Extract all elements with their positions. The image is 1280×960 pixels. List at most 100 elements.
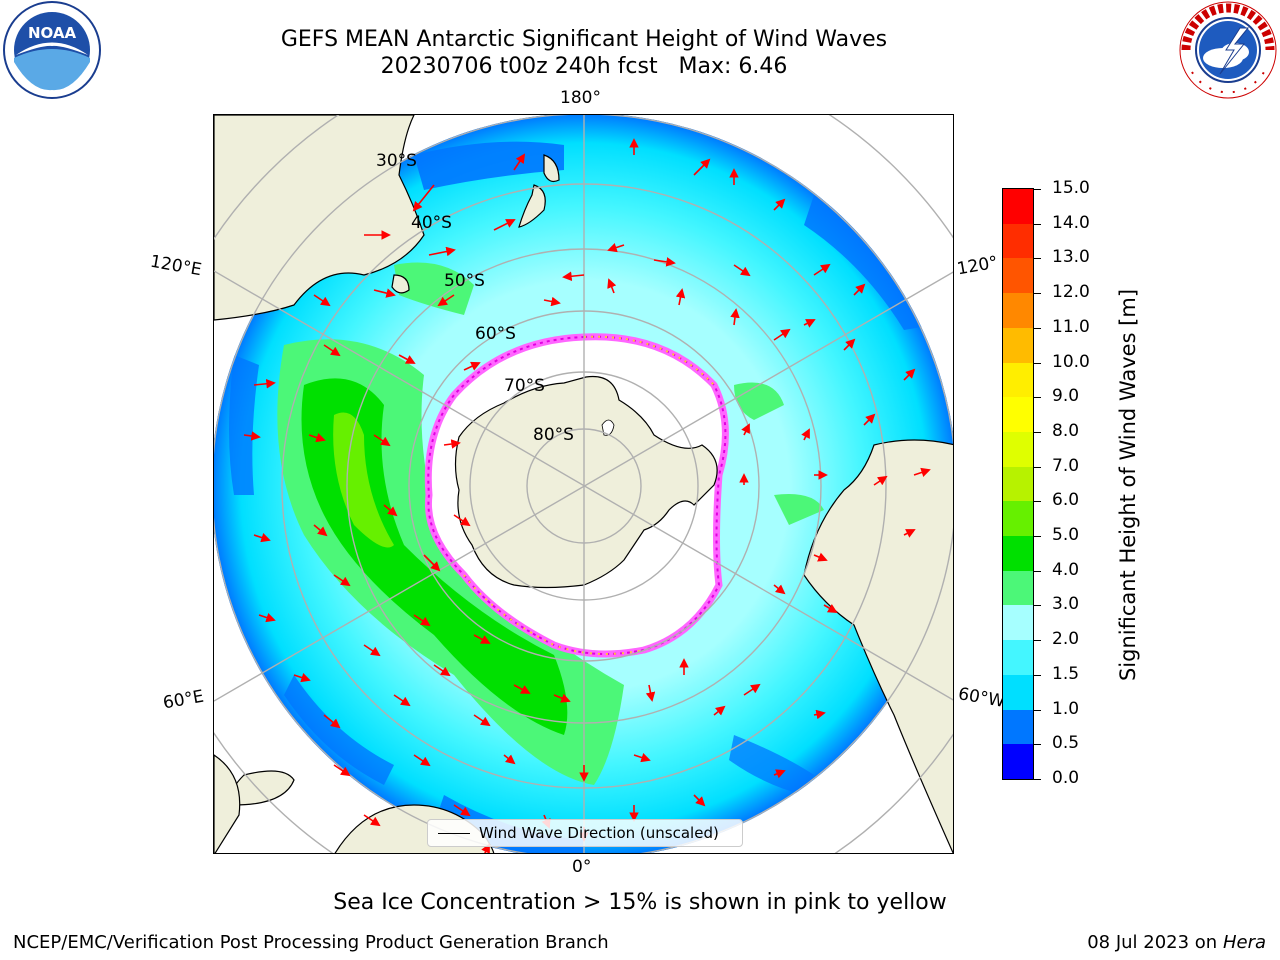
footer-date: 08 Jul 2023 on Hera — [1087, 932, 1266, 953]
wave-arrow — [743, 683, 761, 696]
colorbar-tick-label: 2.0 — [1052, 629, 1080, 650]
wave-arrow — [323, 344, 341, 357]
wave-arrow — [373, 434, 391, 447]
colorbar-segment — [1003, 257, 1033, 294]
colorbar-tick — [1034, 640, 1041, 642]
map-title: GEFS MEAN Antarctic Significant Height o… — [280, 27, 888, 52]
wave-arrow — [243, 431, 261, 441]
wave-arrow — [853, 283, 866, 296]
polar-map: Wind Wave Direction (unscaled) 30°S 40°S… — [213, 114, 954, 854]
colorbar-segment — [1003, 743, 1033, 779]
wave-arrow — [913, 467, 931, 477]
wave-arrow — [453, 514, 471, 527]
lon-label-60w: 60°W — [956, 684, 1007, 712]
colorbar-tick-label: 12.0 — [1052, 282, 1090, 303]
wave-arrow — [607, 278, 617, 294]
wave-arrow — [693, 158, 711, 176]
colorbar-tick-label: 0.0 — [1052, 768, 1080, 788]
wave-arrow — [903, 368, 916, 381]
wave-arrow — [473, 634, 491, 644]
colorbar-segment — [1003, 639, 1033, 675]
colorbar-segment — [1003, 188, 1033, 224]
colorbar-tick-label: 10.0 — [1052, 351, 1090, 372]
wave-arrow — [393, 694, 411, 707]
colorbar-segment — [1003, 709, 1033, 745]
colorbar-tick-label: 7.0 — [1052, 455, 1080, 476]
wave-arrow — [773, 769, 786, 779]
wave-arrow — [413, 614, 431, 627]
colorbar-tick-label: 4.0 — [1052, 559, 1080, 580]
colorbar-segment — [1003, 604, 1033, 641]
map-canvas — [214, 115, 953, 853]
wave-arrow — [412, 184, 435, 212]
colorbar-tick-label: 14.0 — [1052, 212, 1090, 233]
colorbar-tick — [1034, 536, 1041, 538]
wave-arrow — [253, 533, 271, 543]
colorbar — [1002, 188, 1034, 780]
colorbar-segment — [1003, 674, 1033, 710]
legend-line-sample — [438, 833, 470, 834]
noaa-logo-text: NOAA — [28, 24, 77, 42]
colorbar-segment — [1003, 535, 1033, 571]
lat-label-50s: 50°S — [444, 271, 485, 291]
wave-arrow — [733, 264, 751, 277]
wave-arrow — [323, 714, 341, 729]
wave-arrow — [843, 338, 856, 351]
lon-label-120e: 120°E — [148, 251, 204, 281]
wave-arrow — [903, 529, 916, 538]
sea-ice-note: Sea Ice Concentration > 15% is shown in … — [333, 890, 947, 915]
wave-arrow — [562, 271, 585, 282]
wave-arrow — [607, 243, 625, 253]
colorbar-segment — [1003, 466, 1033, 502]
wave-arrow — [873, 475, 888, 486]
footer-date-text: 08 Jul 2023 on — [1087, 932, 1223, 953]
lon-label-120w: 120° — [955, 252, 1000, 280]
colorbar-segment — [1003, 570, 1033, 606]
colorbar-tick — [1034, 397, 1041, 399]
wave-arrow — [543, 296, 561, 307]
wave-arrow — [428, 246, 456, 257]
wave-arrow — [553, 693, 571, 703]
wave-arrow — [773, 584, 786, 595]
wave-arrow — [813, 263, 831, 276]
map-legend: Wind Wave Direction (unscaled) — [427, 819, 743, 847]
colorbar-tick-label: 11.0 — [1052, 316, 1090, 337]
wave-arrow — [493, 219, 516, 231]
wave-arrow — [713, 705, 726, 716]
wave-arrow — [801, 428, 810, 441]
lat-label-40s: 40°S — [411, 213, 452, 233]
colorbar-tick-label: 1.5 — [1052, 663, 1080, 684]
wave-arrow — [437, 294, 455, 307]
legend-label: Wind Wave Direction (unscaled) — [479, 824, 719, 842]
wave-arrow — [313, 524, 328, 537]
wave-arrow — [333, 764, 351, 777]
colorbar-segment — [1003, 362, 1033, 398]
colorbar-tick — [1034, 501, 1041, 503]
colorbar-tick — [1034, 258, 1041, 260]
colorbar-tick — [1034, 466, 1041, 468]
lon-label-60e: 60°E — [161, 686, 206, 714]
wave-arrow — [693, 794, 706, 807]
wave-arrow — [308, 433, 326, 443]
colorbar-segment — [1003, 292, 1033, 328]
wave-arrow — [333, 574, 351, 587]
colorbar-tick — [1034, 431, 1041, 433]
wave-arrow — [823, 603, 838, 613]
nws-logo — [1179, 1, 1277, 99]
colorbar-title: Significant Height of Wind Waves [m] — [1116, 288, 1140, 682]
wave-arrow — [423, 554, 441, 572]
map-forecast-info: 20230706 t00z 240h fcst Max: 6.46 — [380, 54, 788, 79]
colorbar-tick-label: 0.5 — [1052, 733, 1080, 754]
colorbar-tick — [1034, 327, 1041, 329]
wave-arrow — [313, 294, 331, 307]
wave-arrow — [363, 814, 381, 827]
colorbar-tick — [1034, 189, 1041, 190]
wave-arrow — [433, 664, 451, 677]
wave-arrow — [293, 673, 311, 683]
wave-arrow — [645, 684, 656, 702]
colorbar-tick-label: 15.0 — [1052, 178, 1090, 198]
wave-arrow — [803, 319, 816, 328]
colorbar-segment — [1003, 500, 1033, 537]
lat-label-70s: 70°S — [504, 376, 545, 396]
wave-arrow — [503, 754, 516, 765]
